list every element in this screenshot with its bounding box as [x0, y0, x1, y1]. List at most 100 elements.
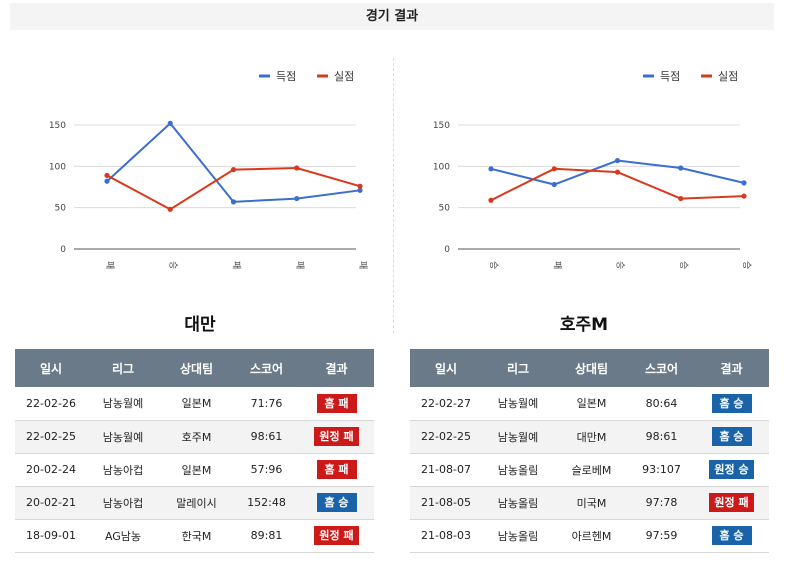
league-cell: 남농월예	[87, 420, 159, 454]
data-point-conceded	[104, 172, 110, 179]
y-tick-label: 150	[49, 121, 66, 131]
x-tick-label: 패	[551, 261, 562, 269]
league-cell: 남농올림	[482, 486, 554, 520]
column-divider	[393, 58, 394, 333]
result-cell: 홈 승	[299, 486, 374, 520]
data-point-scored	[230, 199, 237, 205]
column-header: 리그	[482, 349, 554, 387]
table-row: 22-02-27 남농월예 일본M 80:64 홈 승	[410, 387, 769, 421]
result-badge: 원정 패	[709, 493, 754, 512]
table-row: 21-08-03 남농올림 아르헨M 97:59 홈 승	[410, 519, 769, 553]
league-cell: 남농아컵	[87, 453, 159, 487]
data-point-scored	[488, 166, 494, 172]
results-table-right: 일시 리그 상대팀 스코어 결과 22-02-27 남농월예 일본M 80:64 홈 승 22-0…	[410, 349, 769, 553]
team-chart-right: 득점 실점 0 50 100 150 승 패 승 승 승	[396, 55, 776, 280]
result-badge: 홈 패	[316, 393, 357, 413]
score-cell: 97:78	[629, 486, 694, 520]
data-point-conceded	[357, 183, 363, 189]
result-cell: 홈 승	[694, 420, 769, 454]
opponent-cell: 한국M	[159, 519, 234, 553]
result-badge: 홈 승	[711, 427, 752, 446]
data-point-scored	[167, 120, 173, 126]
table-row: 22-02-25 남농월예 대만M 98:61 홈 승	[410, 420, 769, 454]
score-cell: 152:48	[234, 486, 299, 520]
match-date: 20-02-24	[15, 453, 87, 487]
opponent-cell: 미국M	[554, 486, 629, 520]
data-point-conceded	[614, 169, 621, 175]
match-date: 21-08-07	[410, 453, 482, 487]
opponent-cell: 일본M	[159, 453, 234, 487]
result-cell: 홈 승	[694, 519, 769, 553]
result-badge: 홈 패	[316, 460, 357, 479]
legend-conceded-label: 실점	[718, 70, 738, 83]
league-cell: 남농아컵	[87, 486, 159, 520]
match-date: 21-08-05	[410, 486, 482, 520]
result-cell: 홈 패	[299, 387, 374, 421]
data-point-conceded	[551, 166, 557, 172]
league-cell: 남농월예	[482, 387, 554, 421]
league-cell: 남농올림	[482, 519, 554, 553]
data-point-conceded	[294, 165, 300, 171]
y-tick-label: 0	[60, 245, 66, 255]
legend-scored-label: 득점	[660, 70, 680, 83]
data-point-scored	[357, 187, 363, 193]
y-tick-label: 50	[439, 204, 451, 214]
x-tick-label: 패	[231, 261, 242, 269]
opponent-cell: 슬로베M	[554, 453, 629, 487]
column-header: 상대팀	[159, 349, 234, 387]
result-badge: 원정 패	[314, 427, 359, 446]
legend-scored-label: 득점	[276, 70, 296, 83]
result-cell: 원정 패	[299, 519, 374, 553]
league-cell: 남농올림	[482, 453, 554, 487]
data-point-scored	[104, 178, 110, 184]
score-cell: 98:61	[234, 420, 299, 454]
result-cell: 원정 패	[299, 420, 374, 454]
result-badge: 홈 승	[711, 393, 752, 413]
legend-conceded-label: 실점	[334, 70, 354, 83]
column-header: 리그	[87, 349, 159, 387]
score-cell: 93:107	[629, 453, 694, 487]
table-row: 21-08-07 남농올림 슬로베M 93:107 원정 승	[410, 453, 769, 487]
data-point-conceded	[230, 167, 237, 173]
data-point-conceded	[678, 195, 684, 202]
column-header: 일시	[410, 349, 482, 387]
line-chart: 득점 실점 0 50 100 150 패 승 패 패 패	[49, 70, 368, 269]
data-point-scored	[741, 180, 747, 186]
y-tick-label: 0	[444, 245, 450, 255]
column-header: 결과	[694, 349, 769, 387]
result-cell: 원정 승	[694, 453, 769, 487]
column-header: 일시	[15, 349, 87, 387]
opponent-cell: 대만M	[554, 420, 629, 454]
match-date: 22-02-25	[410, 420, 482, 454]
x-tick-label: 패	[294, 261, 305, 269]
score-cell: 98:61	[629, 420, 694, 454]
table-row: 21-08-05 남농올림 미국M 97:78 원정 패	[410, 486, 769, 520]
x-tick-label: 승	[615, 261, 626, 269]
data-point-conceded	[741, 193, 747, 199]
table-row: 22-02-26 남농월예 일본M 71:76 홈 패	[15, 387, 374, 421]
results-table-left: 일시 리그 상대팀 스코어 결과 22-02-26 남농월예 일본M 71:76 홈 패 22-0…	[15, 349, 374, 553]
table-header-row: 일시 리그 상대팀 스코어 결과	[15, 349, 374, 387]
x-tick-label: 승	[167, 261, 178, 269]
y-tick-label: 50	[55, 204, 67, 214]
result-cell: 홈 승	[694, 387, 769, 421]
y-tick-label: 100	[49, 162, 66, 172]
league-cell: 남농월예	[482, 420, 554, 454]
score-cell: 80:64	[629, 387, 694, 421]
x-tick-label: 승	[741, 261, 752, 269]
data-point-scored	[678, 165, 684, 171]
x-tick-label: 패	[104, 261, 115, 269]
team-name-right: 호주M	[559, 315, 609, 335]
table-row: 20-02-21 남농아컵 말레이시 152:48 홈 승	[15, 486, 374, 520]
match-date: 22-02-27	[410, 387, 482, 421]
league-cell: AG남농	[87, 519, 159, 553]
table-row: 18-09-01 AG남농 한국M 89:81 원정 패	[15, 519, 374, 553]
match-date: 22-02-25	[15, 420, 87, 454]
opponent-cell: 호주M	[159, 420, 234, 454]
opponent-cell: 말레이시	[159, 486, 234, 520]
table-header-row: 일시 리그 상대팀 스코어 결과	[410, 349, 769, 387]
team-name-left: 대만	[184, 315, 216, 335]
data-point-scored	[294, 195, 300, 202]
opponent-cell: 일본M	[159, 387, 234, 421]
data-point-conceded	[167, 206, 173, 212]
